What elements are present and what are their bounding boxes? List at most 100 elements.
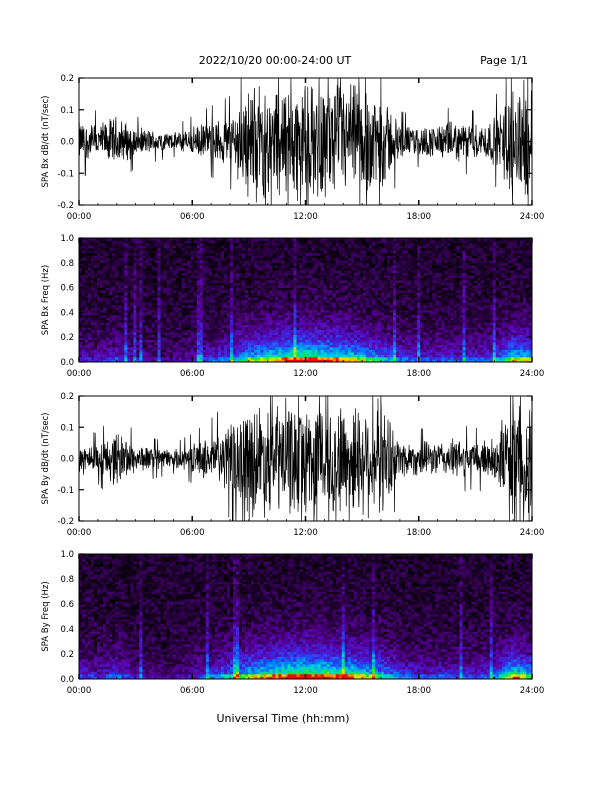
spectrogram-cell — [278, 287, 282, 291]
spectrogram-cell — [196, 322, 201, 326]
spectrogram-cell — [79, 344, 83, 348]
spectrogram-cell — [106, 287, 110, 291]
spectrogram-cell — [154, 354, 158, 358]
spectrogram-cell — [160, 260, 164, 264]
spectrogram-cell — [245, 272, 249, 276]
spectrogram-cell — [115, 354, 119, 358]
spectrogram-cell — [214, 297, 219, 301]
spectrogram-cell — [326, 270, 330, 274]
spectrogram-cell — [311, 339, 315, 343]
spectrogram-cell — [190, 297, 195, 301]
spectrogram-cell — [205, 297, 210, 301]
spectrogram-cell — [269, 309, 273, 313]
spectrogram-cell — [226, 307, 231, 311]
spectrogram-cell — [202, 329, 207, 333]
spectrogram-cell — [172, 275, 176, 278]
spectrogram-cell — [257, 309, 261, 313]
spectrogram-cell — [311, 275, 315, 278]
spectrogram-cell — [205, 265, 210, 269]
spectrogram-cell — [226, 292, 231, 296]
spectrogram-cell — [347, 275, 352, 278]
spectrogram-cell — [130, 275, 134, 278]
spectrogram-cell — [233, 277, 237, 281]
spectrogram-cell — [239, 312, 243, 316]
spectrogram-cell — [136, 302, 140, 306]
spectrogram-cell — [190, 280, 195, 283]
spectrogram-cell — [272, 295, 276, 298]
spectrogram-cell — [205, 255, 210, 259]
spectrogram-cell — [263, 272, 267, 276]
spectrogram-cell — [163, 314, 167, 318]
spectrogram-cell — [368, 240, 373, 244]
spectrogram-cell — [220, 297, 225, 301]
spectrogram-cell — [226, 339, 231, 343]
spectrogram-cell — [296, 342, 300, 345]
spectrogram-cell — [290, 327, 294, 331]
spectrogram-cell — [293, 344, 297, 348]
spectrogram-cell — [239, 324, 243, 328]
spectrogram-cell — [178, 334, 182, 338]
spectrogram-cell — [178, 238, 182, 241]
spectrogram-cell — [169, 314, 173, 318]
spectrogram-cell — [223, 327, 228, 331]
spectrogram-cell — [223, 250, 228, 254]
spectrogram-cell — [202, 307, 207, 311]
spectrogram-cell — [230, 302, 234, 306]
spectrogram-cell — [151, 247, 155, 251]
spectrogram-cell — [248, 247, 252, 251]
spectrogram-cell — [226, 324, 231, 328]
spectrogram-cell — [365, 349, 370, 353]
spectrogram-cell — [311, 245, 315, 249]
spectrogram-cell — [136, 357, 140, 360]
spectrogram-cell — [154, 270, 158, 274]
spectrogram-cell — [148, 275, 152, 278]
spectrogram-cell — [97, 272, 101, 276]
spectrogram-cell — [335, 245, 340, 249]
spectrogram-cell — [365, 302, 370, 306]
spectrogram-cell — [214, 290, 219, 293]
spectrogram-cell — [97, 342, 101, 345]
spectrogram-cell — [160, 262, 164, 266]
spectrogram-cell — [223, 312, 228, 316]
spectrogram-cell — [130, 324, 134, 328]
spectrogram-cell — [214, 314, 219, 318]
spectrogram-cell — [151, 238, 155, 241]
spectrogram-cell — [199, 290, 204, 293]
spectrogram-cell — [154, 322, 158, 326]
spectrogram-cell — [287, 354, 291, 358]
spectrogram-cell — [94, 304, 98, 308]
spectrogram-cell — [154, 267, 158, 271]
spectrogram-cell — [169, 260, 173, 264]
spectrogram-cell — [308, 349, 312, 353]
spectrogram-cell — [94, 267, 98, 271]
spectrogram-cell — [236, 354, 240, 358]
spectrogram-cell — [368, 300, 373, 303]
spectrogram-cell — [139, 247, 143, 251]
spectrogram-cell — [248, 337, 252, 340]
spectrogram-cell — [320, 262, 324, 266]
spectrogram-cell — [236, 357, 240, 360]
spectrogram-cell — [100, 295, 104, 298]
spectrogram-cell — [91, 287, 95, 291]
spectrogram-cell — [353, 290, 358, 293]
spectrogram-cell — [296, 280, 300, 283]
spectrogram-cell — [106, 309, 110, 313]
spectrogram-cell — [266, 327, 270, 331]
spectrogram-cell — [199, 280, 204, 283]
spectrogram-cell — [359, 277, 364, 281]
spectrogram-cell — [142, 342, 146, 345]
spectrogram-cell — [112, 257, 116, 261]
spectrogram-cell — [214, 300, 219, 303]
spectrogram-cell — [359, 295, 364, 298]
spectrogram-cell — [320, 255, 324, 259]
spectrogram-cell — [245, 324, 249, 328]
spectrogram-cell — [260, 344, 264, 348]
spectrogram-cell — [109, 247, 113, 251]
spectrogram-cell — [208, 287, 213, 291]
spectrogram-cell — [314, 334, 318, 338]
spectrogram-cell — [329, 280, 333, 283]
spectrogram-cell — [223, 339, 228, 343]
spectrogram-cell — [202, 270, 207, 274]
spectrogram-cell — [350, 347, 355, 350]
spectrogram-cell — [230, 292, 234, 296]
